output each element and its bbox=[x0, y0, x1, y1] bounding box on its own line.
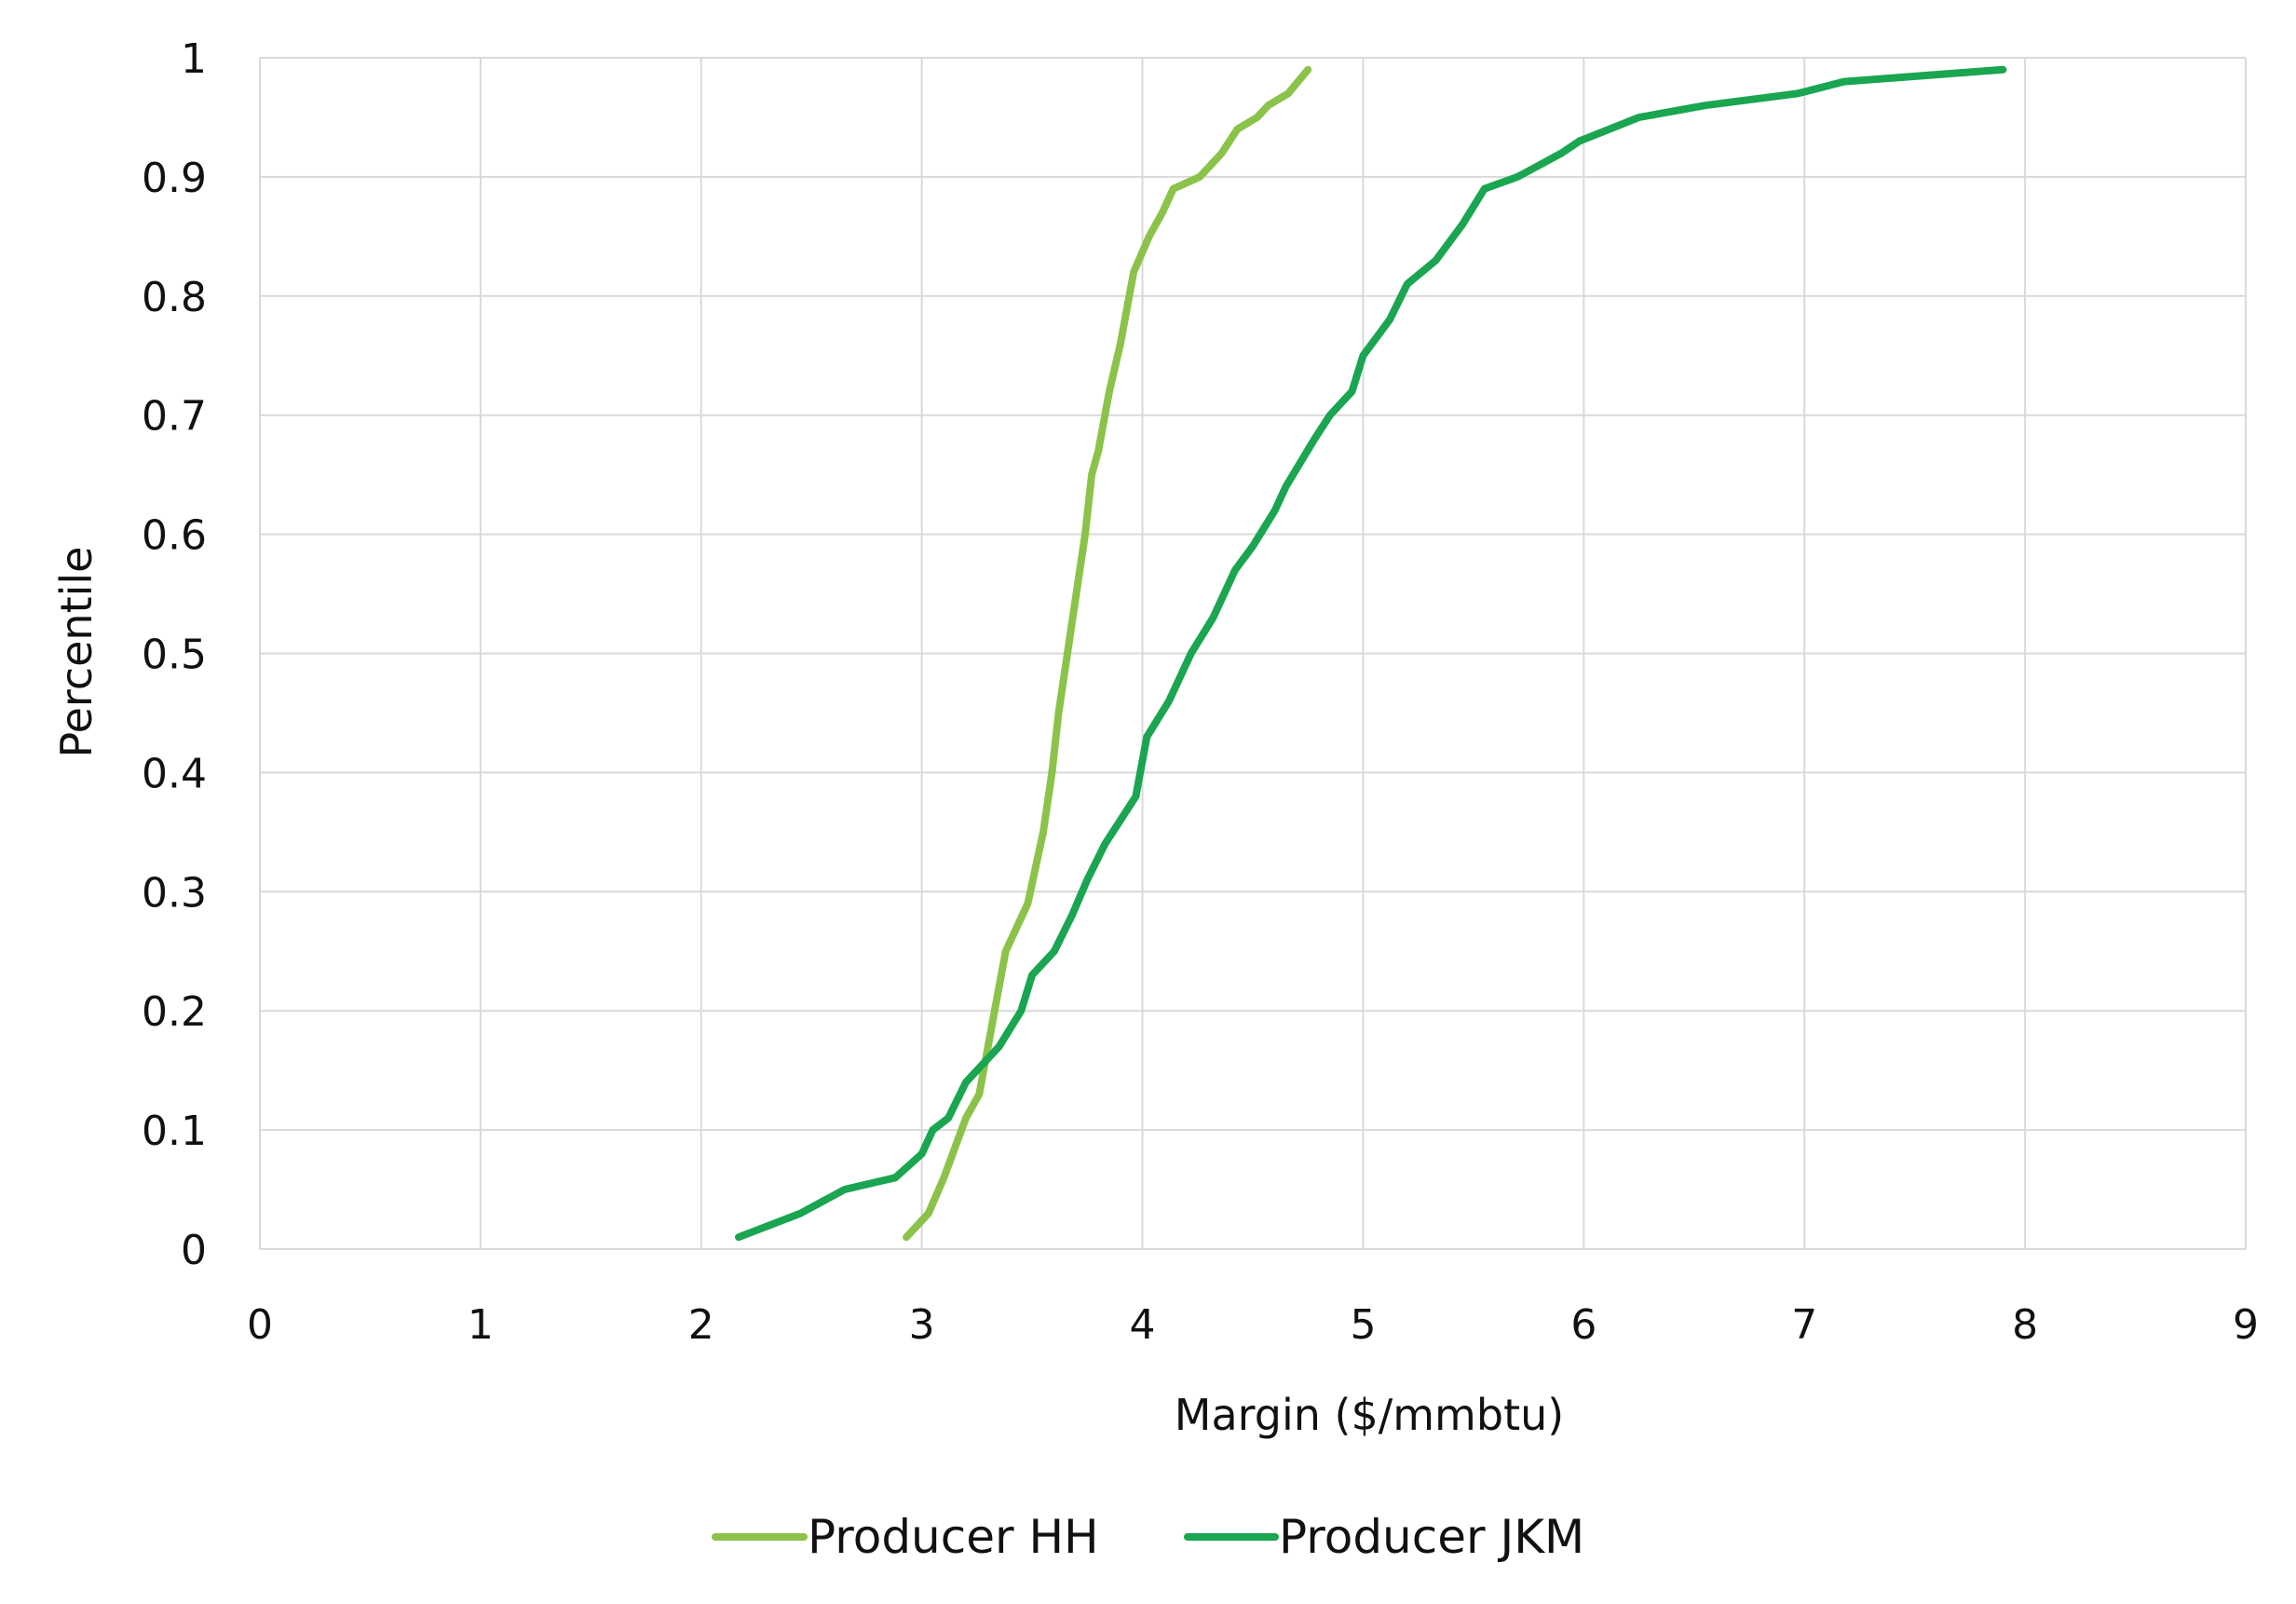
x-tick-label: 3 bbox=[909, 1301, 935, 1349]
y-tick-label: 0.4 bbox=[142, 750, 207, 797]
x-tick-label: 2 bbox=[688, 1301, 714, 1349]
legend-label-producer-hh: Producer HH bbox=[808, 1510, 1099, 1564]
x-tick-label: 9 bbox=[2233, 1301, 2259, 1349]
x-axis-title: Margin ($/mmbtu) bbox=[1175, 1390, 1564, 1440]
y-tick-label: 0.8 bbox=[142, 274, 207, 321]
y-tick-label: 0.5 bbox=[142, 632, 207, 679]
legend: Producer HH Producer JKM bbox=[712, 1510, 1584, 1564]
x-tick-label: 6 bbox=[1570, 1301, 1596, 1349]
y-tick-label: 1 bbox=[181, 35, 207, 83]
y-tick-label: 0.6 bbox=[142, 512, 207, 560]
x-tick-label: 5 bbox=[1350, 1301, 1376, 1349]
series-lines bbox=[735, 65, 2007, 1242]
gridlines bbox=[259, 57, 2247, 1250]
y-axis-title: Percentile bbox=[51, 547, 102, 758]
y-tick-label: 0.9 bbox=[142, 155, 207, 202]
y-tick-labels: 0 0.1 0.2 0.3 0.4 0.5 0.6 0.7 0.8 0.9 1 bbox=[142, 35, 207, 1274]
series-line-producer-hh bbox=[903, 65, 1312, 1242]
y-tick-label: 0.2 bbox=[142, 988, 207, 1036]
x-tick-label: 0 bbox=[247, 1301, 273, 1349]
x-tick-label: 8 bbox=[2012, 1301, 2038, 1349]
y-tick-label: 0.1 bbox=[142, 1108, 207, 1155]
series-line-producer-jkm bbox=[735, 65, 2007, 1242]
y-tick-label: 0.3 bbox=[142, 869, 207, 917]
legend-label-producer-jkm: Producer JKM bbox=[1279, 1510, 1584, 1564]
x-tick-label: 1 bbox=[468, 1301, 494, 1349]
y-tick-label: 0.7 bbox=[142, 393, 207, 441]
x-tick-labels: 0 1 2 3 4 5 6 7 8 9 bbox=[247, 1301, 2259, 1349]
x-tick-label: 4 bbox=[1130, 1301, 1156, 1349]
y-tick-label: 0 bbox=[181, 1227, 207, 1274]
x-tick-label: 7 bbox=[1791, 1301, 1817, 1349]
